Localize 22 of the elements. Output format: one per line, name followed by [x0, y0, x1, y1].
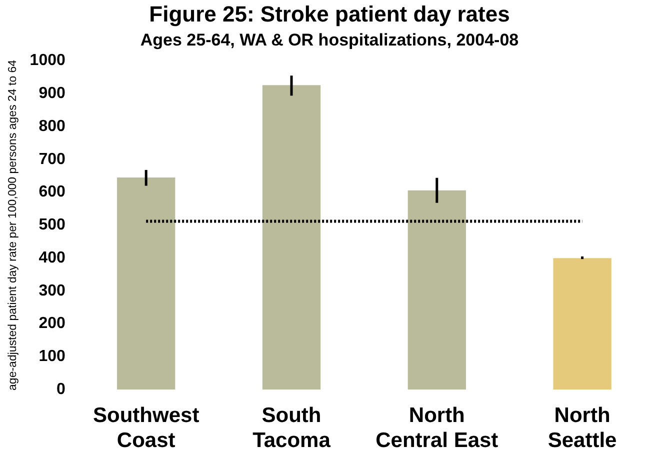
y-tick-label: 400	[38, 249, 66, 266]
chart-subtitle: Ages 25-64, WA & OR hospitalizations, 2004-08	[140, 30, 519, 50]
bar	[262, 85, 321, 390]
chart-title: Figure 25: Stroke patient day rates	[149, 1, 510, 26]
bar	[408, 190, 466, 390]
y-tick-label: 100	[38, 348, 66, 366]
y-tick-label: 800	[38, 118, 66, 135]
y-tick-label: 300	[38, 282, 66, 300]
y-tick-label: 200	[38, 315, 66, 332]
x-tick-label: North Central East	[376, 404, 498, 452]
y-tick-label: 500	[38, 216, 66, 234]
y-tick-label: 1000	[30, 52, 66, 70]
y-axis-title: age-adjusted patient day rate per 100,000 persons ages 24 to 64	[7, 59, 20, 390]
bar	[553, 258, 612, 390]
y-tick-label: 900	[38, 85, 66, 102]
x-tick-label: North Seattle	[548, 404, 617, 452]
x-tick-label: Southwest Coast	[93, 404, 200, 452]
bar	[117, 178, 176, 390]
x-tick-label: South Tacoma	[252, 404, 331, 452]
y-tick-label: 700	[38, 150, 66, 168]
y-tick-label: 0	[56, 381, 66, 398]
y-tick-label: 600	[38, 184, 66, 201]
